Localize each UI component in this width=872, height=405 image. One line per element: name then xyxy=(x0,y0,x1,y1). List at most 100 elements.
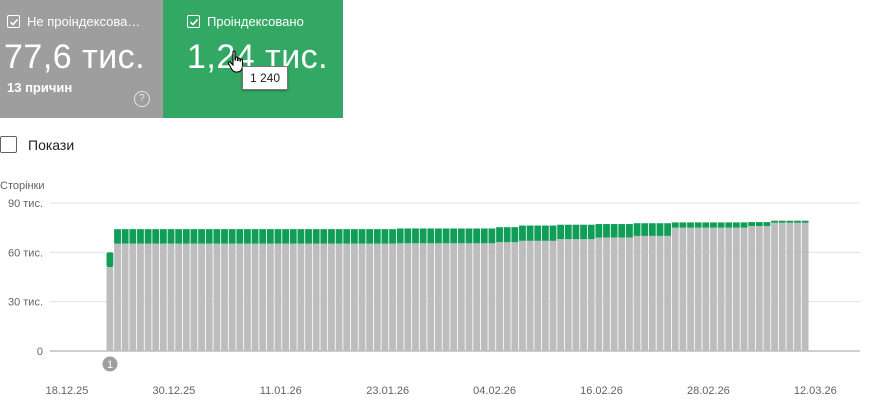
bar-not-indexed[interactable] xyxy=(564,239,572,351)
bar-indexed[interactable] xyxy=(450,228,458,244)
bar-not-indexed[interactable] xyxy=(450,243,458,351)
bar-not-indexed[interactable] xyxy=(465,243,473,351)
bar-not-indexed[interactable] xyxy=(710,227,717,351)
bar-not-indexed[interactable] xyxy=(435,243,442,351)
bar-not-indexed[interactable] xyxy=(748,226,756,351)
bar-indexed[interactable] xyxy=(519,225,526,241)
bar-indexed[interactable] xyxy=(541,225,549,241)
bar-indexed[interactable] xyxy=(152,229,160,244)
bar-indexed[interactable] xyxy=(763,222,771,227)
bar-not-indexed[interactable] xyxy=(373,243,381,351)
bar-indexed[interactable] xyxy=(366,229,374,244)
bar-indexed[interactable] xyxy=(557,224,565,240)
bar-not-indexed[interactable] xyxy=(473,243,481,351)
bar-indexed[interactable] xyxy=(198,229,205,244)
bar-not-indexed[interactable] xyxy=(129,243,137,351)
bar-indexed[interactable] xyxy=(534,225,542,241)
bar-indexed[interactable] xyxy=(137,229,144,244)
bar-not-indexed[interactable] xyxy=(419,243,427,351)
bar-not-indexed[interactable] xyxy=(595,237,603,351)
bar-indexed[interactable] xyxy=(404,228,412,244)
bar-not-indexed[interactable] xyxy=(289,243,297,351)
bar-indexed[interactable] xyxy=(159,229,167,244)
bar-indexed[interactable] xyxy=(396,228,404,244)
bar-not-indexed[interactable] xyxy=(694,227,702,351)
bar-indexed[interactable] xyxy=(182,229,190,244)
bar-not-indexed[interactable] xyxy=(763,226,771,351)
bar-not-indexed[interactable] xyxy=(366,243,374,351)
bar-not-indexed[interactable] xyxy=(343,243,351,351)
bar-indexed[interactable] xyxy=(595,224,603,238)
impressions-checkbox[interactable] xyxy=(0,136,17,153)
bar-not-indexed[interactable] xyxy=(587,239,595,351)
bar-indexed[interactable] xyxy=(755,222,763,227)
bar-not-indexed[interactable] xyxy=(175,243,183,351)
bar-indexed[interactable] xyxy=(710,222,717,228)
bar-indexed[interactable] xyxy=(748,222,756,227)
bar-not-indexed[interactable] xyxy=(213,243,221,351)
bar-not-indexed[interactable] xyxy=(664,235,672,351)
bar-not-indexed[interactable] xyxy=(144,243,152,351)
bar-not-indexed[interactable] xyxy=(648,235,656,351)
bar-not-indexed[interactable] xyxy=(626,237,633,351)
bar-not-indexed[interactable] xyxy=(305,243,312,351)
bar-not-indexed[interactable] xyxy=(274,243,282,351)
bar-indexed[interactable] xyxy=(435,228,442,244)
bar-indexed[interactable] xyxy=(266,229,274,244)
bar-indexed[interactable] xyxy=(694,222,702,228)
bar-not-indexed[interactable] xyxy=(534,240,542,351)
bar-indexed[interactable] xyxy=(213,229,221,244)
bar-not-indexed[interactable] xyxy=(412,243,419,351)
bar-indexed[interactable] xyxy=(457,228,465,244)
bar-indexed[interactable] xyxy=(244,229,251,244)
bar-indexed[interactable] xyxy=(740,222,748,228)
bar-indexed[interactable] xyxy=(305,229,312,244)
bar-indexed[interactable] xyxy=(732,222,740,228)
bar-indexed[interactable] xyxy=(381,229,389,244)
bar-not-indexed[interactable] xyxy=(572,239,580,351)
bar-indexed[interactable] xyxy=(580,224,587,240)
bar-indexed[interactable] xyxy=(603,224,610,238)
bars[interactable] xyxy=(106,220,809,351)
bar-not-indexed[interactable] xyxy=(328,243,335,351)
bar-not-indexed[interactable] xyxy=(618,237,626,351)
bar-not-indexed[interactable] xyxy=(511,242,519,351)
bar-not-indexed[interactable] xyxy=(603,237,610,351)
bar-indexed[interactable] xyxy=(717,222,725,228)
bar-not-indexed[interactable] xyxy=(182,243,190,351)
bar-indexed[interactable] xyxy=(389,229,396,244)
bar-not-indexed[interactable] xyxy=(557,239,565,351)
bar-indexed[interactable] xyxy=(412,228,419,244)
bar-not-indexed[interactable] xyxy=(221,243,228,351)
bar-indexed[interactable] xyxy=(671,222,679,228)
bar-indexed[interactable] xyxy=(373,229,381,244)
help-icon[interactable]: ? xyxy=(134,91,150,107)
bar-indexed[interactable] xyxy=(335,229,343,244)
bar-indexed[interactable] xyxy=(503,227,511,243)
bar-indexed[interactable] xyxy=(320,229,328,244)
bar-not-indexed[interactable] xyxy=(266,243,274,351)
bar-not-indexed[interactable] xyxy=(794,222,801,351)
bar-not-indexed[interactable] xyxy=(381,243,389,351)
bar-not-indexed[interactable] xyxy=(320,243,328,351)
bar-not-indexed[interactable] xyxy=(396,243,404,351)
bar-not-indexed[interactable] xyxy=(740,227,748,351)
bar-not-indexed[interactable] xyxy=(702,227,710,351)
bar-indexed[interactable] xyxy=(526,225,534,241)
bar-not-indexed[interactable] xyxy=(312,243,320,351)
bar-not-indexed[interactable] xyxy=(687,227,694,351)
bar-indexed[interactable] xyxy=(129,229,137,244)
bar-indexed[interactable] xyxy=(564,224,572,240)
bar-indexed[interactable] xyxy=(480,228,488,244)
bar-not-indexed[interactable] xyxy=(679,227,687,351)
bar-indexed[interactable] xyxy=(190,229,198,244)
bar-not-indexed[interactable] xyxy=(580,239,587,351)
bar-indexed[interactable] xyxy=(794,220,801,223)
bar-not-indexed[interactable] xyxy=(717,227,725,351)
bar-not-indexed[interactable] xyxy=(755,226,763,351)
bar-indexed[interactable] xyxy=(496,227,503,243)
annotation-circle[interactable] xyxy=(102,356,118,372)
bar-indexed[interactable] xyxy=(221,229,228,244)
bar-indexed[interactable] xyxy=(488,228,496,244)
bar-indexed[interactable] xyxy=(167,229,175,244)
